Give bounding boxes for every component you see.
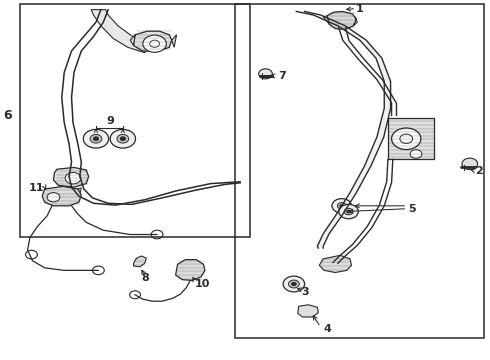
Polygon shape xyxy=(298,305,319,317)
Text: 8: 8 xyxy=(141,273,148,283)
Circle shape xyxy=(291,282,296,286)
Text: 9: 9 xyxy=(107,116,115,126)
Polygon shape xyxy=(91,10,147,53)
Text: 2: 2 xyxy=(475,166,483,176)
Circle shape xyxy=(47,193,60,202)
Polygon shape xyxy=(353,17,357,26)
Polygon shape xyxy=(53,167,89,187)
Circle shape xyxy=(346,210,351,213)
Polygon shape xyxy=(134,31,172,51)
Text: 10: 10 xyxy=(195,279,211,289)
Polygon shape xyxy=(296,12,391,248)
Circle shape xyxy=(90,134,102,143)
Circle shape xyxy=(283,276,305,292)
Text: 3: 3 xyxy=(301,287,309,297)
Polygon shape xyxy=(388,118,434,159)
Polygon shape xyxy=(130,35,135,45)
Polygon shape xyxy=(134,256,147,267)
Circle shape xyxy=(289,280,299,288)
Circle shape xyxy=(65,172,81,184)
Polygon shape xyxy=(64,187,81,195)
Text: 5: 5 xyxy=(409,204,416,215)
Text: 7: 7 xyxy=(278,71,286,81)
Bar xyxy=(20,4,250,237)
Polygon shape xyxy=(172,35,176,47)
Circle shape xyxy=(340,204,344,207)
Circle shape xyxy=(332,199,351,213)
Polygon shape xyxy=(175,260,205,280)
Circle shape xyxy=(120,136,126,141)
Polygon shape xyxy=(323,16,329,24)
Circle shape xyxy=(337,203,346,209)
Text: 11: 11 xyxy=(29,183,45,193)
Text: 6: 6 xyxy=(4,109,12,122)
Circle shape xyxy=(344,208,353,215)
Polygon shape xyxy=(319,255,351,273)
Circle shape xyxy=(117,134,129,143)
Circle shape xyxy=(339,204,358,219)
Circle shape xyxy=(83,130,109,148)
Circle shape xyxy=(93,136,99,141)
Polygon shape xyxy=(327,12,356,30)
Bar xyxy=(235,4,485,338)
Text: 4: 4 xyxy=(323,324,331,334)
Circle shape xyxy=(462,158,478,170)
Circle shape xyxy=(143,35,166,52)
Polygon shape xyxy=(42,186,81,206)
Circle shape xyxy=(110,130,136,148)
Circle shape xyxy=(259,69,272,79)
Circle shape xyxy=(410,150,422,158)
Text: 1: 1 xyxy=(356,4,364,14)
Circle shape xyxy=(392,128,421,149)
